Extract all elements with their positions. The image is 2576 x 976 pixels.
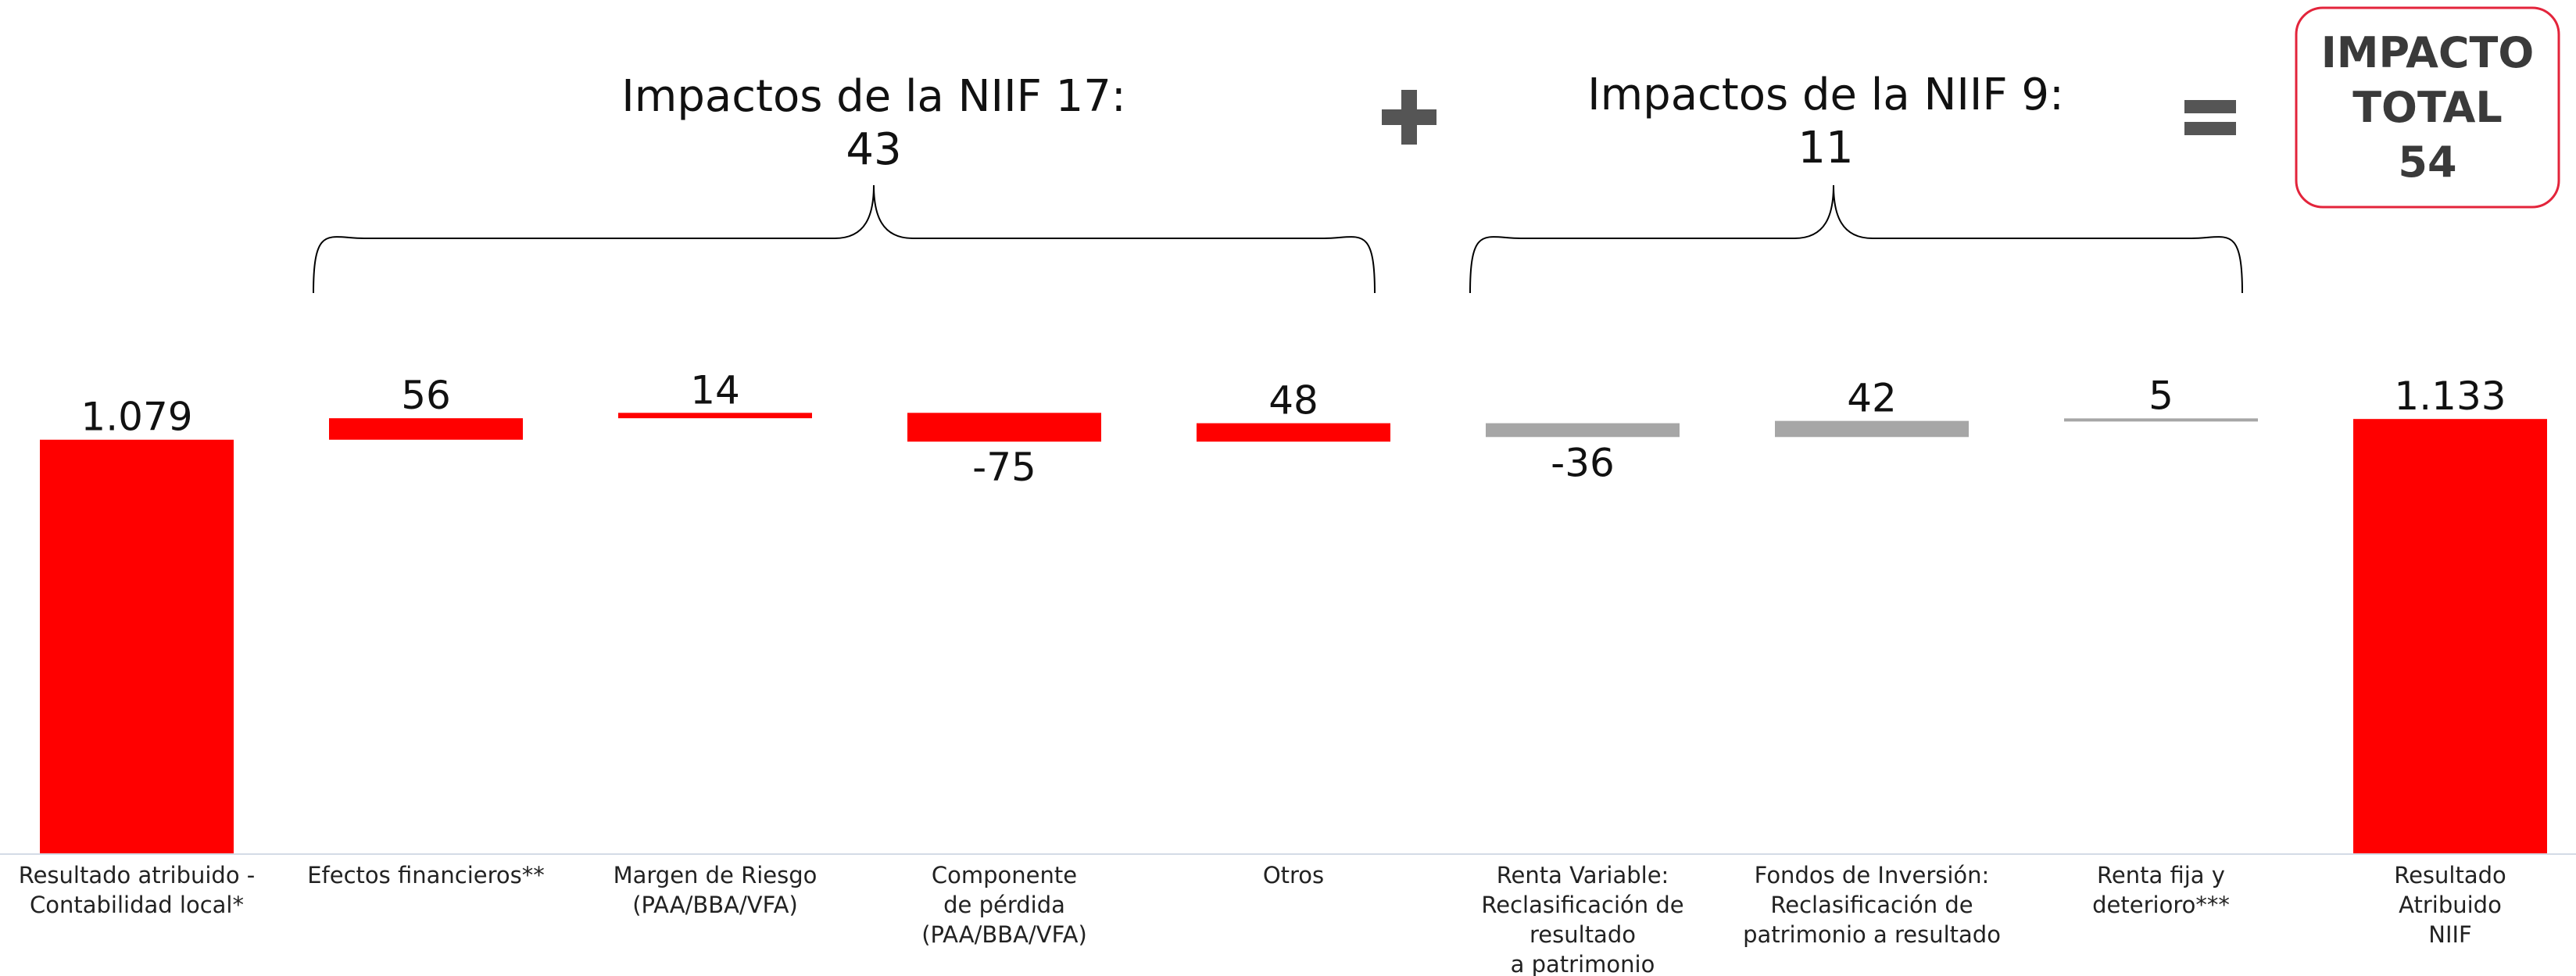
category-label-line: Resultado [2394, 862, 2506, 888]
value-label-3: 14 [690, 367, 740, 413]
category-label-2: Efectos financieros** [307, 862, 545, 888]
niif9-title: Impactos de la NIIF 9: [1587, 70, 2064, 120]
bar-2 [329, 418, 523, 440]
category-label-line: deterioro*** [2092, 892, 2230, 918]
category-label-line: (PAA/BBA/VFA) [921, 921, 1087, 948]
total-impact-border [2295, 6, 2560, 209]
category-label-line: Efectos financieros** [307, 862, 545, 888]
category-label-8: Renta fija y deterioro*** [2092, 862, 2230, 918]
total-impact-line1: IMPACTO [2321, 28, 2535, 77]
niif17-title: Impactos de la NIIF 17: [621, 71, 1125, 122]
total-impact-box: IMPACTO TOTAL 54 [2295, 6, 2560, 209]
bar-3 [618, 413, 812, 419]
total-impact-value: 54 [2398, 138, 2456, 187]
bar-5 [1197, 423, 1390, 442]
bar-7 [1775, 420, 1969, 438]
group-braces [313, 184, 2243, 294]
category-label-5: Otros [1263, 862, 1324, 888]
category-label-6: Renta Variable: Reclasificación de resulta… [1481, 862, 1683, 976]
value-label-5: 48 [1268, 378, 1318, 424]
category-label-9: Resultado Atribuido NIIF [2394, 862, 2506, 948]
value-label-9: 1.133 [2394, 374, 2506, 419]
category-labels: Resultado atribuido - Contabilidad local*… [19, 862, 2506, 976]
category-label-line: Reclasificación de [1770, 892, 1973, 918]
category-label-line: Renta Variable: [1497, 862, 1669, 888]
category-label-line: Reclasificación de [1481, 892, 1683, 918]
group-headers: Impactos de la NIIF 17: 43 Impactos de l… [621, 70, 2064, 175]
category-label-line: patrimonio a resultado [1743, 921, 2001, 948]
category-label-4: Componente de pérdida (PAA/BBA/VFA) [921, 862, 1087, 948]
total-impact-line2: TOTAL [2352, 83, 2503, 132]
category-label-line: de pérdida [943, 892, 1065, 918]
category-label-line: (PAA/BBA/VFA) [632, 892, 798, 918]
category-label-line: Fondos de Inversión: [1755, 862, 1990, 888]
value-labels: 1.079 56 14 -75 48 -36 42 5 1.133 [80, 367, 2506, 490]
category-label-1: Resultado atribuido - Contabilidad local* [19, 862, 256, 918]
category-label-line: NIIF [2428, 921, 2471, 948]
bar-1 [40, 439, 234, 854]
niif9-value: 11 [1798, 123, 1853, 173]
category-label-line: Resultado atribuido - [19, 862, 256, 888]
bar-6 [1486, 423, 1680, 438]
category-label-line: Contabilidad local* [30, 892, 244, 918]
category-label-line: Atribuido [2399, 892, 2502, 918]
niif17-value: 43 [846, 124, 901, 175]
category-label-line: Renta fija y [2097, 862, 2225, 888]
bar-4 [907, 413, 1101, 442]
category-label-line: Componente [932, 862, 1077, 888]
category-label-line: a patrimonio [1511, 951, 1655, 976]
value-label-7: 42 [1847, 376, 1897, 421]
value-label-8: 5 [2148, 373, 2174, 418]
plus-icon [1382, 90, 1436, 145]
bars [40, 413, 2547, 854]
category-label-line: resultado [1530, 921, 1636, 948]
value-label-1: 1.079 [80, 395, 192, 440]
value-label-2: 56 [401, 373, 451, 418]
value-label-4: -75 [972, 445, 1036, 490]
category-label-7: Fondos de Inversión: Reclasificación de pa… [1743, 862, 2001, 948]
niif9-brace [1469, 184, 2243, 294]
bar-9 [2353, 419, 2547, 854]
category-label-line: Otros [1263, 862, 1324, 888]
category-label-3: Margen de Riesgo (PAA/BBA/VFA) [614, 862, 818, 918]
equals-icon [2184, 100, 2236, 135]
bar-8 [2064, 418, 2258, 422]
niif17-brace [313, 184, 1376, 294]
category-label-line: Margen de Riesgo [614, 862, 818, 888]
value-label-6: -36 [1551, 440, 1615, 485]
